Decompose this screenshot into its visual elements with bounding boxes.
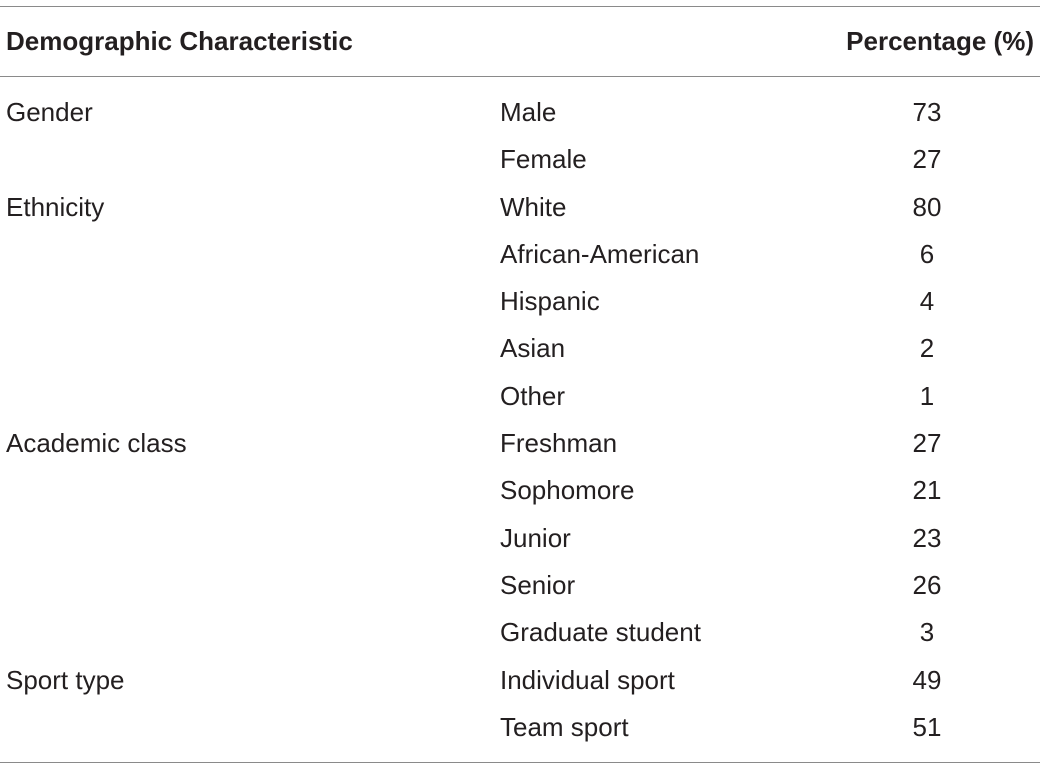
row-percentage: 4 bbox=[919, 286, 935, 317]
table-row: Graduate student 3 bbox=[0, 609, 1040, 656]
row-category: Academic class bbox=[6, 428, 187, 459]
table-row: Female 27 bbox=[0, 136, 1040, 183]
table-row: Team sport 51 bbox=[0, 704, 1040, 751]
row-subcategory: Female bbox=[500, 144, 587, 175]
table-row: Senior 26 bbox=[0, 562, 1040, 609]
row-percentage: 27 bbox=[912, 428, 942, 459]
row-subcategory: Asian bbox=[500, 333, 566, 364]
row-percentage: 49 bbox=[912, 664, 942, 695]
row-percentage: 73 bbox=[912, 97, 942, 127]
table-row: Junior 23 bbox=[0, 515, 1040, 562]
row-category: Gender bbox=[6, 97, 93, 127]
row-percentage: 6 bbox=[919, 238, 935, 269]
row-percentage: 23 bbox=[912, 522, 942, 553]
table-row: Other 1 bbox=[0, 373, 1040, 420]
row-subcategory: Senior bbox=[500, 569, 576, 600]
row-subcategory: Male bbox=[500, 97, 557, 127]
table-row: Sport type Individual sport 49 bbox=[0, 657, 1040, 704]
row-subcategory: Sophomore bbox=[500, 475, 635, 506]
header-percentage: Percentage (%) bbox=[846, 26, 1034, 56]
row-subcategory: White bbox=[500, 191, 567, 222]
row-category: Sport type bbox=[6, 664, 125, 695]
row-percentage: 2 bbox=[919, 333, 935, 364]
table-row: Gender Male 73 bbox=[0, 89, 1040, 136]
row-subcategory: Other bbox=[500, 380, 566, 411]
row-subcategory: Freshman bbox=[500, 428, 618, 459]
table-row: African-American 6 bbox=[0, 231, 1040, 278]
table-row: Academic class Freshman 27 bbox=[0, 420, 1040, 467]
row-subcategory: Graduate student bbox=[500, 617, 701, 648]
table-row: Asian 2 bbox=[0, 325, 1040, 372]
table-row: Sophomore 21 bbox=[0, 467, 1040, 514]
table-row: Hispanic 4 bbox=[0, 278, 1040, 325]
row-percentage: 21 bbox=[912, 475, 942, 506]
row-percentage: 1 bbox=[919, 380, 935, 411]
row-percentage: 26 bbox=[912, 569, 942, 600]
row-subcategory: Team sport bbox=[500, 711, 629, 742]
row-percentage: 51 bbox=[912, 711, 942, 742]
row-subcategory: Hispanic bbox=[500, 286, 600, 317]
row-subcategory: Individual sport bbox=[500, 664, 675, 695]
header-characteristic: Demographic Characteristic bbox=[6, 26, 353, 56]
row-subcategory: African-American bbox=[500, 238, 700, 269]
table-row: Ethnicity White 80 bbox=[0, 184, 1040, 231]
row-subcategory: Junior bbox=[500, 522, 571, 553]
row-percentage: 3 bbox=[919, 617, 935, 648]
table-bottom-rule bbox=[0, 762, 1040, 763]
table-header: Demographic Characteristic Percentage (%… bbox=[0, 7, 1040, 76]
table-top-rule bbox=[0, 6, 1040, 7]
row-percentage: 27 bbox=[912, 144, 942, 175]
row-category: Ethnicity bbox=[6, 191, 105, 222]
table-body: Gender Male 73 Female 27 Ethnicity White… bbox=[0, 89, 1040, 751]
table-header-rule bbox=[0, 76, 1040, 77]
row-percentage: 80 bbox=[912, 191, 942, 222]
